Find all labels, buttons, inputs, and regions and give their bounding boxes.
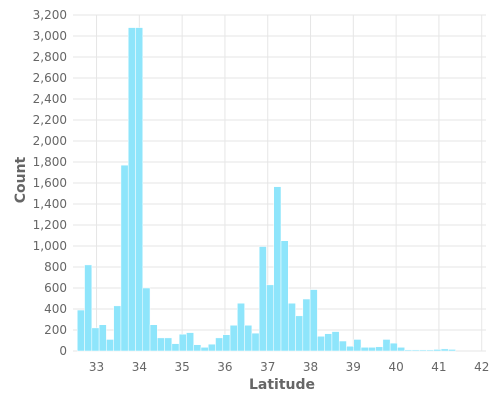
histogram-bar: [397, 347, 405, 352]
histogram-bar: [77, 309, 85, 352]
histogram-bar: [157, 337, 165, 352]
histogram-bar: [338, 340, 347, 352]
histogram-bar: [426, 349, 435, 352]
y-tick-label: 3,200: [33, 8, 67, 22]
y-tick-label: 2,600: [33, 71, 67, 85]
x-tick-label: 40: [388, 360, 403, 374]
histogram-bar: [127, 27, 136, 352]
y-axis-ticks: 0 200 400 600 800 1,000 1,200 1,400 1,600 1,800 2,…: [33, 8, 67, 358]
histogram-bar: [222, 334, 231, 352]
histogram-bar: [193, 344, 202, 352]
histogram-bar: [317, 336, 325, 352]
histogram-bar: [375, 346, 384, 352]
y-tick-label: 200: [44, 323, 67, 337]
y-tick-label: 1,200: [33, 218, 67, 232]
histogram-bar: [106, 339, 114, 352]
histogram-bar: [353, 339, 362, 352]
x-tick-label: 35: [174, 360, 189, 374]
histogram-bar: [288, 302, 296, 352]
histogram-bar: [149, 324, 158, 352]
histogram-bar: [295, 315, 304, 352]
x-tick-label: 42: [474, 360, 489, 374]
y-tick-label: 2,200: [33, 113, 67, 127]
histogram-bar: [178, 333, 187, 352]
y-tick-label: 1,000: [33, 239, 67, 253]
histogram-bar: [346, 346, 355, 352]
histogram-bar: [120, 164, 129, 352]
histogram-bar: [200, 347, 209, 352]
histogram-bar: [404, 349, 413, 352]
x-tick-label: 41: [431, 360, 446, 374]
histogram-bar: [98, 324, 107, 352]
histogram-bar: [113, 305, 122, 352]
histogram-bar: [440, 348, 449, 352]
histogram-bar: [91, 327, 100, 352]
histogram-bar: [368, 347, 376, 352]
x-tick-label: 37: [260, 360, 275, 374]
y-tick-label: 2,000: [33, 134, 67, 148]
histogram-bar: [448, 349, 456, 352]
histogram-bar: [171, 343, 180, 352]
histogram-bar: [389, 342, 398, 352]
bars-layer: [77, 27, 456, 352]
histogram-bar: [309, 289, 318, 352]
histogram-bar: [229, 325, 238, 352]
y-axis-title: Count: [13, 156, 29, 203]
histogram-bar: [411, 349, 420, 352]
histogram-bar: [360, 347, 369, 352]
histogram-bar: [433, 349, 442, 352]
histogram-bar: [280, 240, 289, 352]
x-tick-label: 33: [89, 360, 104, 374]
histogram-bar: [331, 331, 340, 352]
histogram-bar: [215, 337, 224, 352]
histogram-bar: [382, 339, 391, 352]
x-tick-label: 38: [303, 360, 318, 374]
histogram-bar: [266, 284, 274, 352]
x-tick-label: 34: [132, 360, 147, 374]
histogram-bar: [302, 298, 311, 352]
x-tick-label: 36: [217, 360, 232, 374]
x-tick-label: 39: [346, 360, 361, 374]
histogram-bar: [418, 349, 427, 352]
y-tick-label: 2,800: [33, 50, 67, 64]
y-tick-label: 1,600: [33, 176, 67, 190]
histogram-bar: [84, 264, 93, 352]
histogram-bar: [324, 333, 333, 352]
histogram-bar: [258, 246, 267, 352]
histogram-bar: [251, 332, 260, 352]
histogram-bar: [164, 337, 173, 352]
histogram-bar: [135, 27, 144, 352]
histogram-bar: [186, 332, 194, 352]
y-tick-label: 400: [44, 302, 67, 316]
x-axis-ticks: 33 34 35 36 37 38 39 40 41 42: [89, 360, 489, 374]
y-tick-label: 2,400: [33, 92, 67, 106]
histogram-bar: [142, 287, 151, 352]
histogram-bar: [237, 302, 245, 352]
y-tick-label: 3,000: [33, 29, 67, 43]
y-tick-label: 0: [59, 344, 67, 358]
histogram-bar: [273, 186, 282, 352]
y-tick-label: 1,800: [33, 155, 67, 169]
y-tick-label: 800: [44, 260, 67, 274]
x-axis-title: Latitude: [249, 377, 315, 393]
histogram-bar: [244, 325, 253, 352]
histogram-bar: [207, 343, 216, 352]
y-tick-label: 600: [44, 281, 67, 295]
y-tick-label: 1,400: [33, 197, 67, 211]
